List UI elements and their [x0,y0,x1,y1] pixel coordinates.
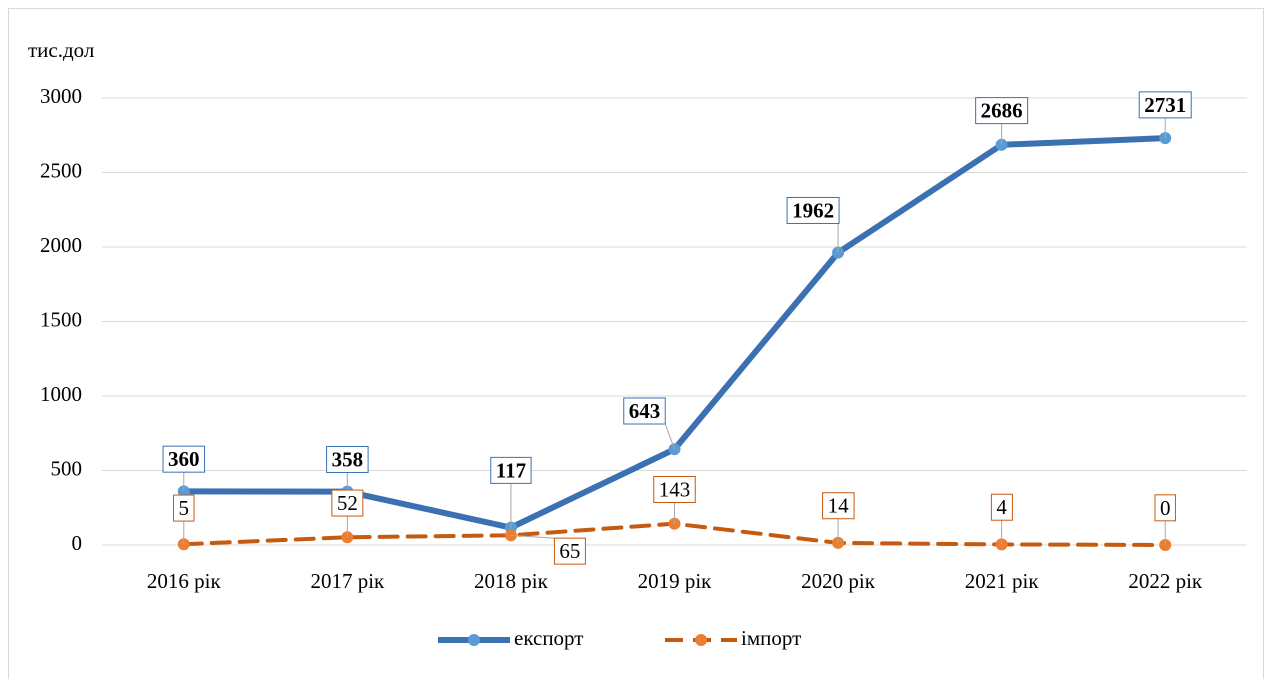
x-tick-label: 2017 рік [310,569,385,593]
legend-label: експорт [514,626,583,650]
data-label: 143 [659,478,691,502]
legend-marker [695,634,707,646]
data-label-box [173,494,195,522]
data-label-box [975,97,1029,125]
y-tick-label: 2500 [40,158,82,182]
data-label-group: 117 [490,456,532,484]
data-label-box [1138,91,1192,119]
data-label-group: 358 [326,445,369,473]
data-label-box [490,456,532,484]
data-label-box [653,476,696,504]
data-label: 2686 [981,99,1023,123]
data-label: 4 [996,495,1007,519]
data-label: 2731 [1144,93,1186,117]
data-label-group: 52 [331,489,364,517]
data-label: 117 [496,458,526,482]
data-label-group: 360 [162,445,206,473]
data-label-box [326,445,369,473]
data-label-group: 14 [822,492,855,520]
data-label: 14 [828,494,850,518]
y-tick-label: 500 [51,456,83,480]
y-tick-label: 0 [72,531,83,555]
data-label-group: 2686 [975,97,1029,125]
data-label-box [553,537,586,565]
x-tick-label: 2019 рік [638,569,713,593]
y-tick-label: 3000 [40,84,82,108]
legend-label: імпорт [741,626,801,650]
data-label: 65 [559,539,580,563]
data-label: 360 [168,447,200,471]
x-tick-label: 2016 рік [147,569,222,593]
data-label-group: 4 [990,493,1013,521]
data-label-group: 2731 [1138,91,1192,119]
leader-line [510,534,555,539]
chart-border [8,8,1264,679]
legend-marker [468,634,480,646]
data-label-box [623,397,666,425]
data-label-group: 143 [653,476,696,504]
data-label-box [162,445,206,473]
x-tick-label: 2018 рік [474,569,549,593]
data-label: 52 [337,491,358,515]
data-label-box [786,196,840,224]
leader-line [664,423,675,450]
data-label-group: 65 [553,537,586,565]
data-label-box [990,493,1013,521]
x-tick-label: 2021 рік [965,569,1040,593]
data-label-box [331,489,364,517]
data-label-group: 1962 [786,196,840,224]
y-tick-label: 2000 [40,233,82,257]
data-label: 5 [179,496,190,520]
data-label-box [822,492,855,520]
data-label-group: 5 [173,494,195,522]
data-label: 643 [629,399,661,423]
x-tick-label: 2020 рік [801,569,876,593]
data-label-group: 0 [1154,494,1176,522]
data-label: 0 [1160,496,1171,520]
data-label-group: 643 [623,397,666,425]
x-tick-label: 2022 рік [1128,569,1203,593]
data-label: 358 [332,447,364,471]
y-tick-label: 1500 [40,307,82,331]
data-label: 1962 [792,198,834,222]
y-tick-label: 1000 [40,382,82,406]
y-axis-label: тис.дол [28,38,94,62]
data-label-box [1154,494,1176,522]
